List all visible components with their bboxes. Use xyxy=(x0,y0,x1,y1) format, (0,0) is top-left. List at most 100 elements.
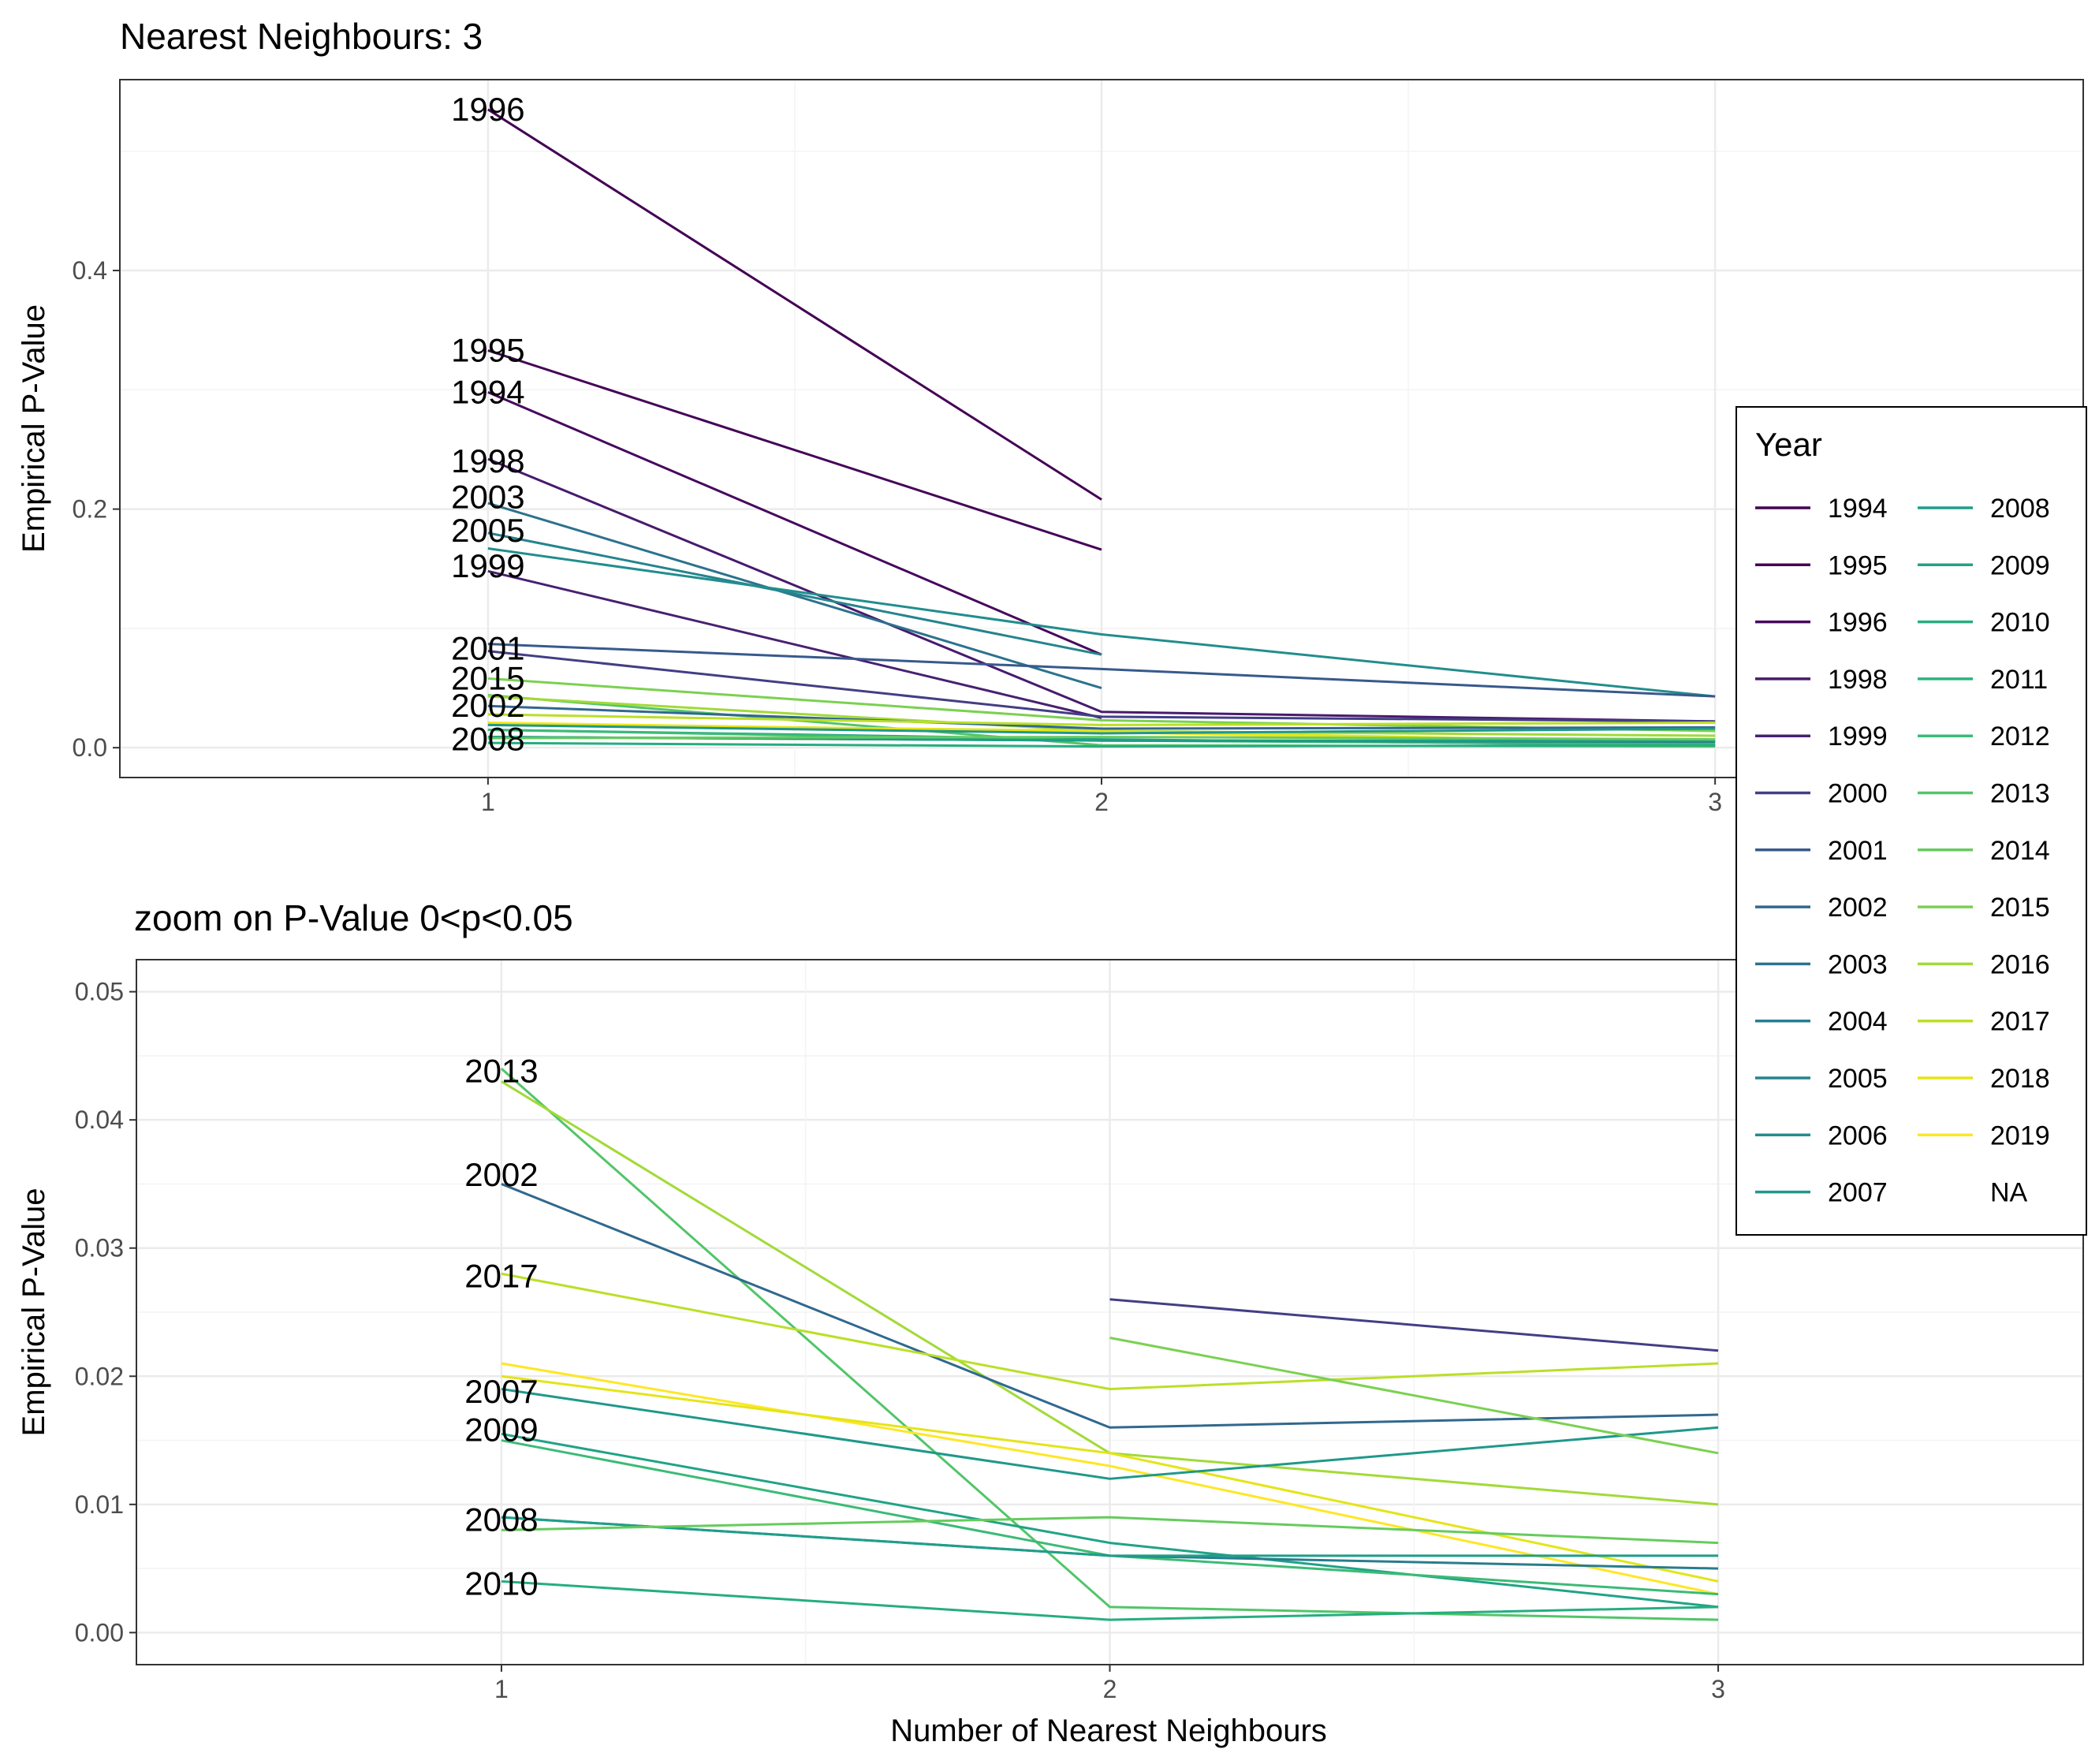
point-label-2002: 2002 xyxy=(451,687,524,724)
point-label-1995: 1995 xyxy=(451,331,524,368)
legend-label-NA: NA xyxy=(1990,1178,2028,1208)
legend-label-2005: 2005 xyxy=(1828,1064,1888,1094)
series-line-2007 xyxy=(501,1388,1719,1480)
bottom-panel: zoom on P-Value 0<p<0.05 2013 2002 2017 200… xyxy=(17,897,2084,1748)
bottom-panel-y-ticks: 0.00 0.01 0.02 0.03 0.04 0.05 xyxy=(75,978,136,1647)
series-line-2019 xyxy=(501,1362,1719,1596)
legend-label-2001: 2001 xyxy=(1828,836,1888,866)
legend-label-2017: 2017 xyxy=(1990,1007,2050,1037)
point-label-2010: 2010 xyxy=(464,1565,538,1602)
bottom-panel-title: zoom on P-Value 0<p<0.05 xyxy=(134,897,573,938)
point-label-2009: 2009 xyxy=(464,1412,538,1449)
series-line-2003 xyxy=(487,502,1102,689)
series-line-1994 xyxy=(487,390,1102,656)
legend-label-2007: 2007 xyxy=(1828,1178,1888,1208)
legend-label-2009: 2009 xyxy=(1990,550,2050,580)
bottom-panel-series xyxy=(500,1068,1719,1621)
point-label-2017: 2017 xyxy=(464,1257,538,1294)
series-line-2000 xyxy=(1109,1298,1719,1352)
legend-label-1998: 1998 xyxy=(1828,665,1888,695)
legend-box xyxy=(1735,406,2087,1236)
legend-label-1999: 1999 xyxy=(1828,722,1888,751)
legend-label-2006: 2006 xyxy=(1828,1121,1888,1151)
point-label-2005: 2005 xyxy=(451,512,524,549)
series-line-2001 xyxy=(487,643,1716,698)
top-panel-y-ticks: 0.0 0.2 0.4 xyxy=(73,256,120,762)
point-label-2013: 2013 xyxy=(464,1052,538,1089)
legend-label-2000: 2000 xyxy=(1828,779,1888,809)
series-line-2017 xyxy=(487,713,1716,726)
point-label-2007: 2007 xyxy=(464,1373,538,1410)
top-panel-series xyxy=(487,108,1716,748)
bottom-panel-x-axis-label: Number of Nearest Neighbours xyxy=(890,1714,1327,1748)
legend-label-2019: 2019 xyxy=(1990,1121,2050,1151)
series-line-2017 xyxy=(501,1272,1719,1391)
series-line-1995 xyxy=(487,349,1102,551)
series-line-2015 xyxy=(1109,1337,1719,1455)
series-line-2006 xyxy=(487,547,1716,698)
point-label-1996: 1996 xyxy=(451,91,524,128)
x-tick-label: 3 xyxy=(1708,788,1722,816)
series-line-2009 xyxy=(501,1432,1719,1609)
legend-label-2013: 2013 xyxy=(1990,779,2050,809)
y-tick-label: 0.2 xyxy=(73,495,107,524)
top-panel-y-axis-label: Empirical P-Value xyxy=(17,304,51,553)
legend-label-2011: 2011 xyxy=(1990,665,2048,695)
point-label-2002: 2002 xyxy=(464,1156,538,1193)
series-line-2010 xyxy=(501,1579,1719,1621)
series-line-2014 xyxy=(501,1516,1719,1545)
legend-label-1994: 1994 xyxy=(1828,494,1888,524)
legend-label-1996: 1996 xyxy=(1828,608,1888,638)
legend-label-1995: 1995 xyxy=(1828,550,1888,580)
series-line-2005 xyxy=(487,531,1102,656)
legend-items: 1994 1995 1996 1998 1999 2000 2001 2002 2003 2004… xyxy=(1755,494,2050,1208)
point-label-2008: 2008 xyxy=(464,1501,538,1538)
series-line-2014 xyxy=(487,736,1716,741)
y-tick-label: 0.01 xyxy=(75,1490,124,1519)
x-tick-label: 2 xyxy=(1094,788,1109,816)
x-tick-label: 2 xyxy=(1103,1675,1117,1703)
point-label-2001: 2001 xyxy=(451,630,524,667)
point-label-2015: 2015 xyxy=(451,659,524,696)
point-label-2008: 2008 xyxy=(451,721,524,758)
legend-label-2018: 2018 xyxy=(1990,1064,2050,1094)
y-tick-label: 0.04 xyxy=(75,1106,124,1134)
y-tick-label: 0.00 xyxy=(75,1618,124,1647)
legend-label-2002: 2002 xyxy=(1828,893,1888,923)
top-panel-x-ticks: 1 2 3 xyxy=(481,778,1722,816)
series-line-2002 xyxy=(487,704,1716,730)
point-label-2003: 2003 xyxy=(451,478,524,515)
point-label-1994: 1994 xyxy=(451,373,524,410)
y-tick-label: 0.0 xyxy=(73,733,107,762)
series-line-2013 xyxy=(500,1068,1719,1621)
series-line-2002 xyxy=(501,1183,1719,1429)
x-tick-label: 1 xyxy=(494,1675,509,1703)
top-panel-grid xyxy=(120,80,2083,778)
legend-title: Year xyxy=(1755,426,1822,463)
bottom-panel-y-axis-label: Empirical P-Value xyxy=(17,1188,51,1437)
series-line-2007 xyxy=(487,723,1716,735)
legend-label-2008: 2008 xyxy=(1990,494,2050,524)
series-line-1999 xyxy=(487,569,1102,719)
series-line-1996 xyxy=(487,108,1102,501)
y-tick-label: 0.03 xyxy=(75,1234,124,1262)
legend-label-2004: 2004 xyxy=(1828,1007,1888,1037)
top-panel-title: Nearest Neighbours: 3 xyxy=(120,16,483,57)
legend-label-2016: 2016 xyxy=(1990,949,2050,979)
legend-label-2003: 2003 xyxy=(1828,949,1888,979)
x-tick-label: 1 xyxy=(481,788,495,816)
legend-label-2010: 2010 xyxy=(1990,608,2050,638)
legend-label-2015: 2015 xyxy=(1990,893,2050,923)
y-tick-label: 0.02 xyxy=(75,1362,124,1390)
y-tick-label: 0.05 xyxy=(75,978,124,1006)
legend-label-2014: 2014 xyxy=(1990,836,2050,866)
series-line-2000 xyxy=(487,650,1716,723)
series-line-1998 xyxy=(487,457,1716,723)
series-line-2018 xyxy=(501,1374,1719,1583)
point-label-1998: 1998 xyxy=(451,442,524,479)
series-line-2010 xyxy=(487,741,1716,748)
x-tick-label: 3 xyxy=(1711,1675,1725,1703)
